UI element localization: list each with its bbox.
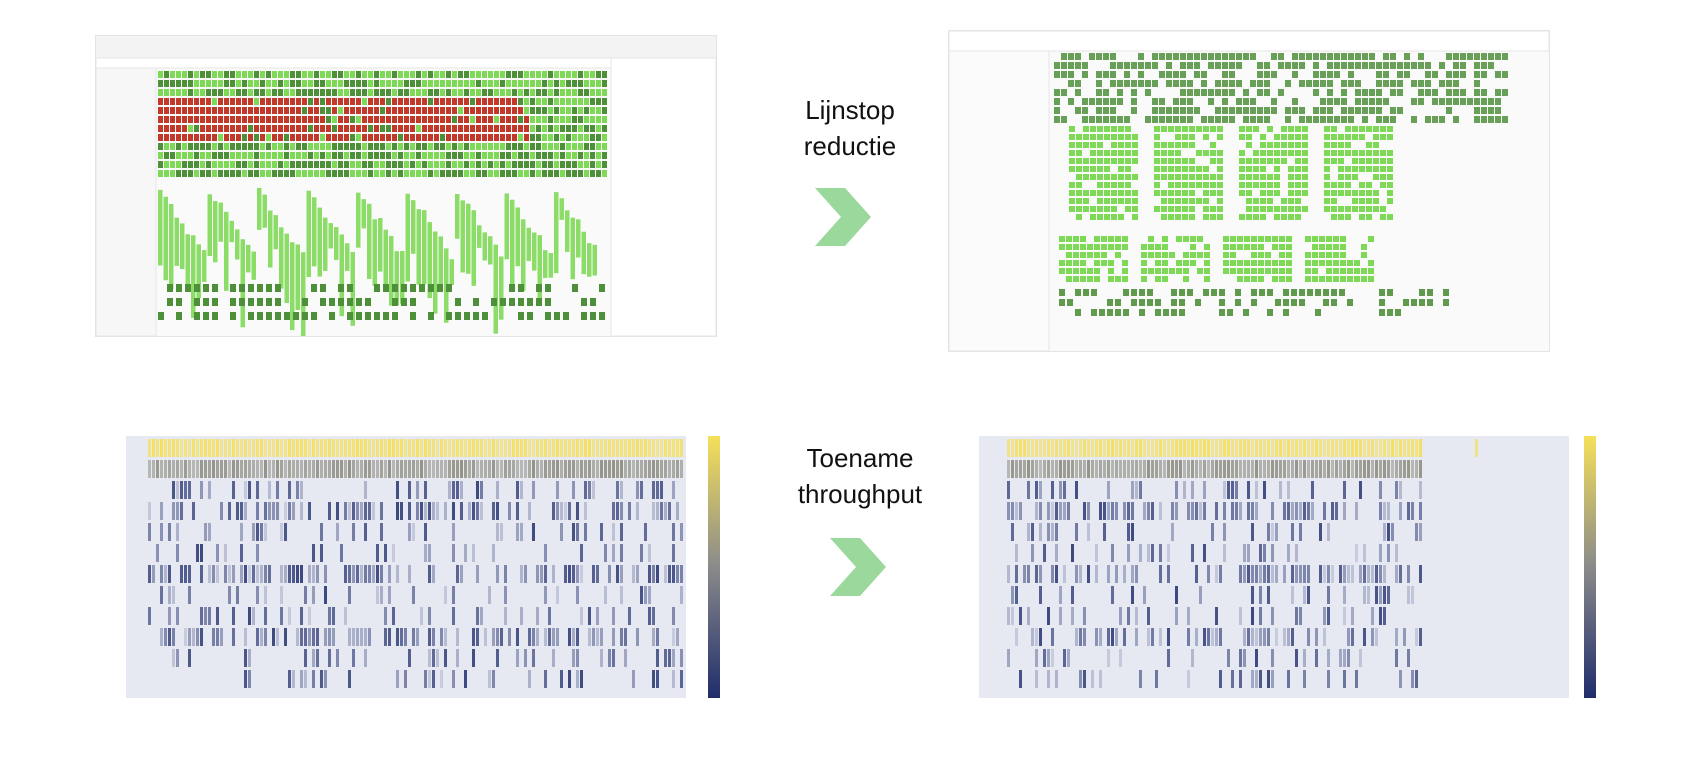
gantt-after-chart: [949, 31, 1549, 351]
gantt-before-screenshot: [95, 35, 717, 337]
heatmap-before-screenshot: [95, 430, 757, 712]
caption-lijnstop-reductie: Lijnstop reductie: [775, 92, 925, 164]
chevron-right-icon: [815, 188, 871, 246]
gantt-before-chart: [96, 36, 716, 336]
heatmap-after-chart: [979, 436, 1596, 698]
gantt-after-screenshot: [948, 30, 1550, 352]
heatmap-before-chart: [126, 436, 720, 698]
caption-top-line1: Lijnstop: [805, 95, 895, 125]
chevron-right-icon: [830, 538, 886, 596]
caption-toename-throughput: Toename throughput: [775, 440, 945, 512]
caption-bottom-line2: throughput: [797, 479, 923, 509]
heatmap-after-screenshot: [948, 430, 1615, 712]
caption-bottom-line1: Toename: [806, 443, 914, 473]
caption-top-line2: reductie: [803, 131, 897, 161]
